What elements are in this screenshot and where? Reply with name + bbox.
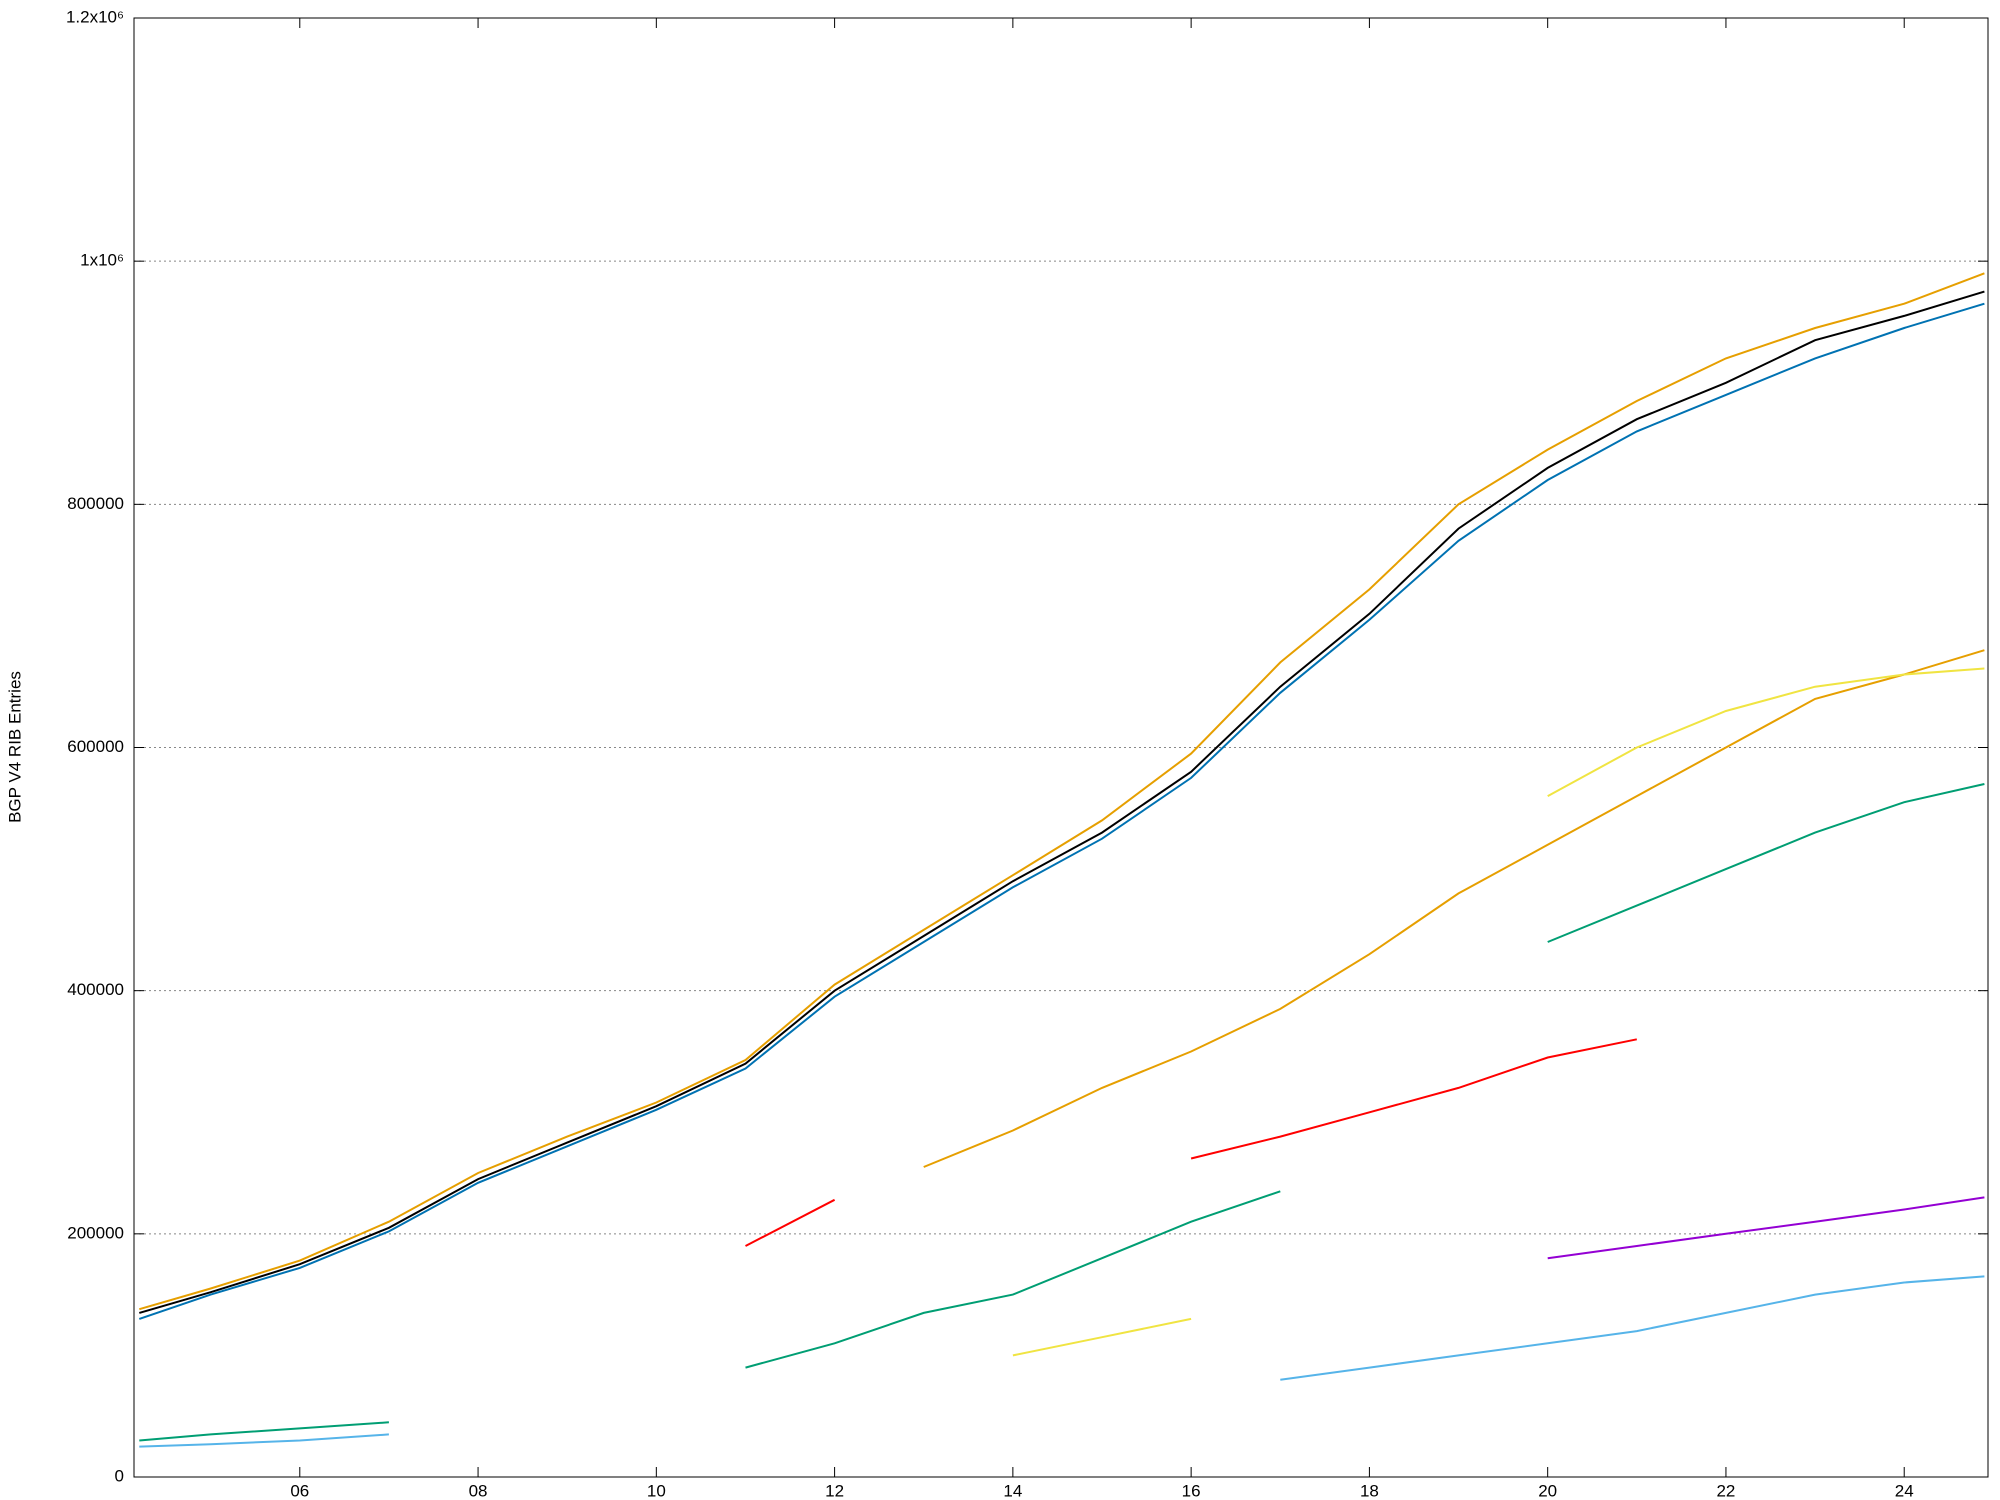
x-tick-label: 18 xyxy=(1360,1481,1379,1500)
x-tick-label: 20 xyxy=(1538,1481,1557,1500)
y-tick-label: 0 xyxy=(115,1466,124,1485)
series-line xyxy=(138,302,1985,1320)
y-tick-label: 1x10⁶ xyxy=(80,251,124,270)
series-line xyxy=(139,783,1985,1442)
x-tick-label: 10 xyxy=(647,1481,666,1500)
x-tick-label: 14 xyxy=(1003,1481,1022,1500)
y-tick-label: 200000 xyxy=(67,1223,124,1242)
y-tick-label: 600000 xyxy=(67,737,124,756)
y-tick-label: 800000 xyxy=(67,494,124,513)
x-tick-label: 06 xyxy=(290,1481,309,1500)
x-tick-label: 12 xyxy=(825,1481,844,1500)
series-line xyxy=(139,1275,1985,1448)
series-line xyxy=(745,1038,1638,1247)
series-line xyxy=(1012,667,1985,1357)
series-line xyxy=(139,290,1985,1314)
x-tick-label: 16 xyxy=(1182,1481,1201,1500)
series-line xyxy=(923,649,1985,1168)
plot-frame xyxy=(133,17,1989,1478)
y-axis-label: BGP V4 RIB Entries xyxy=(5,671,24,823)
y-tick-label: 1.2x10⁶ xyxy=(66,7,124,26)
x-tick-label: 24 xyxy=(1895,1481,1914,1500)
y-tick-label: 400000 xyxy=(67,980,124,999)
x-tick-label: 08 xyxy=(469,1481,488,1500)
series-line xyxy=(139,272,1985,1311)
x-tick-label: 22 xyxy=(1716,1481,1735,1500)
series-line xyxy=(1547,1196,1985,1260)
